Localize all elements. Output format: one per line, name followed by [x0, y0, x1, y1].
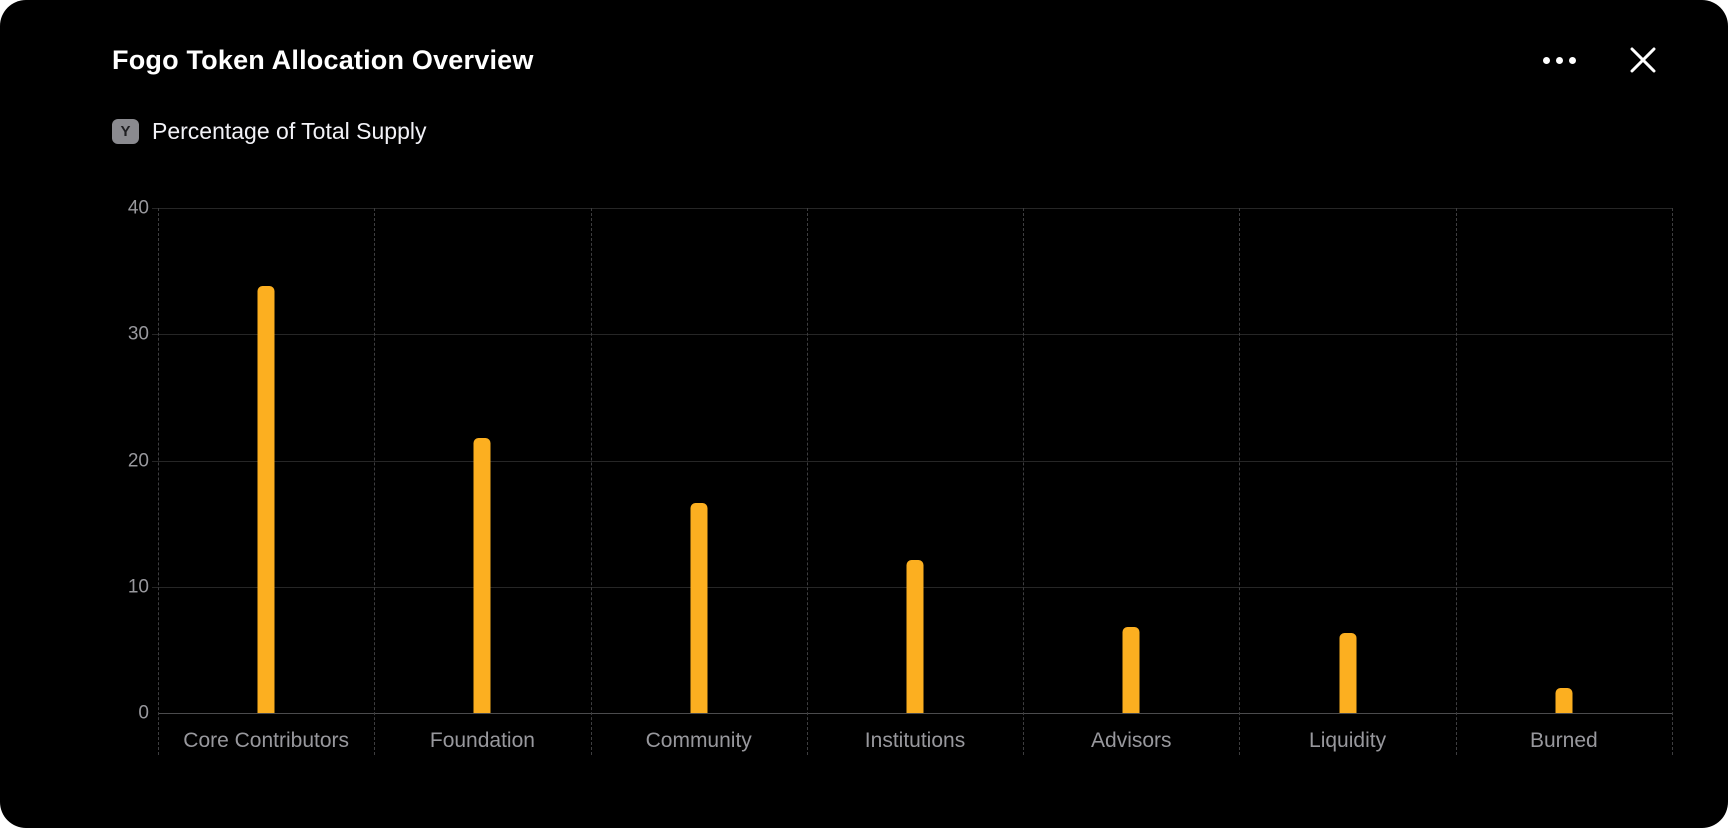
- column-separator: [806, 208, 808, 755]
- y-axis-legend: Y Percentage of Total Supply: [112, 118, 426, 145]
- column-separator: [1455, 208, 1457, 755]
- column-separator: [1023, 208, 1025, 755]
- gridline-y-20: [152, 460, 1672, 462]
- x-axis-line: [158, 713, 1672, 714]
- y-axis-legend-label: Percentage of Total Supply: [152, 118, 427, 144]
- bar-chart: 0 10 20 30 40 Core Contributors Foundation Comm…: [128, 199, 1673, 755]
- x-axis-label-community: Community: [645, 729, 752, 752]
- y-axis-badge: Y: [112, 119, 139, 144]
- column-separator: [1672, 208, 1673, 755]
- bar-foundation[interactable]: [473, 437, 491, 713]
- close-icon: [1630, 47, 1656, 73]
- x-axis-label-advisors: Advisors: [1091, 729, 1172, 752]
- bar-community[interactable]: [690, 503, 708, 713]
- header-actions: [1540, 41, 1662, 79]
- y-axis-line: [158, 208, 159, 755]
- x-axis-label-liquidity: Liquidity: [1309, 729, 1387, 752]
- close-button[interactable]: [1624, 41, 1662, 79]
- bar-burned[interactable]: [1555, 687, 1573, 713]
- y-tick-label-20: 20: [127, 450, 149, 471]
- bar-core-contributors[interactable]: [257, 286, 275, 713]
- y-tick-label-30: 30: [127, 323, 149, 345]
- bar-institutions[interactable]: [906, 560, 924, 713]
- column-separator: [590, 208, 592, 755]
- x-axis-label-institutions: Institutions: [864, 729, 966, 752]
- bar-advisors[interactable]: [1122, 627, 1140, 713]
- column-separator: [374, 208, 376, 755]
- x-axis-label-burned: Burned: [1529, 729, 1598, 752]
- page-title: Fogo Token Allocation Overview: [112, 44, 534, 75]
- x-axis-label-core-contributors: Core Contributors: [183, 729, 350, 752]
- bar-liquidity[interactable]: [1339, 633, 1357, 713]
- x-axis-label-foundation: Foundation: [429, 729, 535, 752]
- gridline-y-40: [152, 208, 1672, 209]
- column-separator: [1239, 208, 1241, 755]
- ellipsis-icon: [1542, 56, 1576, 64]
- y-tick-label-40: 40: [127, 197, 149, 219]
- more-options-button[interactable]: [1540, 41, 1578, 79]
- modal-header: Fogo Token Allocation Overview: [112, 38, 1662, 82]
- y-tick-label-0: 0: [138, 702, 149, 724]
- y-tick-label-10: 10: [127, 576, 149, 598]
- gridline-y-30: [152, 334, 1672, 336]
